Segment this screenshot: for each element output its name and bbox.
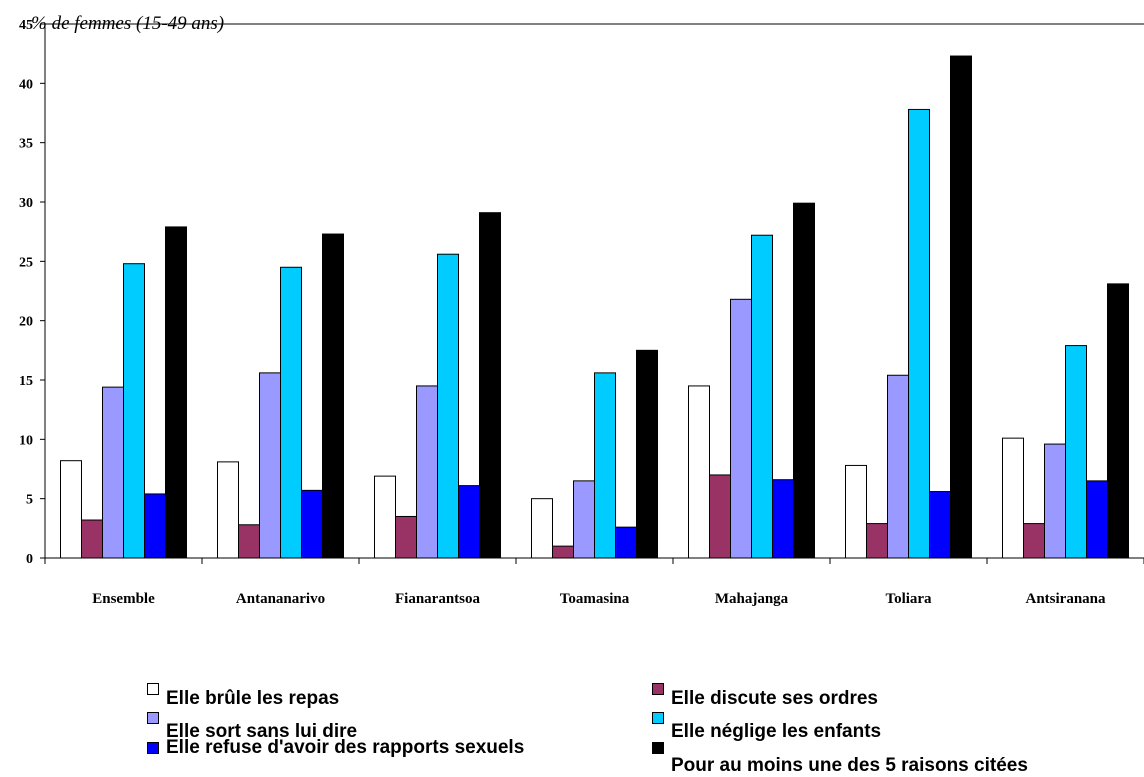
bar xyxy=(144,493,166,559)
bar xyxy=(950,55,972,559)
x-axis: Ensemble Antananarivo Fianarantsoa Toamasin… xyxy=(44,558,1144,607)
bar xyxy=(1086,480,1108,559)
bar xyxy=(709,474,731,559)
bar xyxy=(615,526,637,559)
bar xyxy=(793,202,815,559)
x-tick-label: Toamasina xyxy=(560,591,630,607)
bar xyxy=(416,385,438,559)
bars-group xyxy=(60,55,1129,559)
bar xyxy=(60,460,82,559)
y-tick-label: 15 xyxy=(19,374,33,389)
bar xyxy=(887,374,909,559)
bar xyxy=(1044,443,1066,559)
y-tick-label: 5 xyxy=(26,493,33,508)
bar xyxy=(479,212,501,559)
y-axis: 0 5 10 15 20 25 30 35 40 45 xyxy=(19,18,45,567)
bar xyxy=(1023,523,1045,559)
bar xyxy=(395,515,417,559)
bar xyxy=(636,349,658,559)
bar xyxy=(552,545,574,559)
bar xyxy=(1065,345,1087,559)
y-tick-label: 40 xyxy=(19,77,33,92)
bar xyxy=(845,464,867,559)
bar xyxy=(123,263,145,559)
bar xyxy=(217,461,239,559)
bar xyxy=(772,479,794,559)
bar xyxy=(165,226,187,559)
x-tick-label: Antananarivo xyxy=(236,591,325,607)
bar xyxy=(573,480,595,559)
x-tick-label: Fianarantsoa xyxy=(395,591,481,607)
y-tick-label: 25 xyxy=(19,255,33,270)
bar xyxy=(280,266,302,559)
bar xyxy=(1002,437,1024,559)
bar xyxy=(730,298,752,559)
bar xyxy=(594,372,616,559)
bar xyxy=(908,108,930,559)
bar xyxy=(374,475,396,559)
y-tick-label: 0 xyxy=(26,552,33,567)
bar xyxy=(437,253,459,559)
x-tick-label: Antsiranana xyxy=(1025,591,1106,607)
bar xyxy=(238,524,260,559)
x-tick-label: Mahajanga xyxy=(715,591,789,607)
y-tick-label: 30 xyxy=(19,196,33,211)
y-tick-label: 35 xyxy=(19,137,33,152)
bar xyxy=(866,523,888,559)
bar xyxy=(102,386,124,559)
y-tick-label: 10 xyxy=(19,433,33,448)
y-axis-label: % de femmes (15-49 ans) xyxy=(31,13,224,34)
bar xyxy=(458,485,480,559)
x-tick-label: Ensemble xyxy=(92,591,155,607)
bar xyxy=(301,489,323,559)
bar xyxy=(259,372,281,559)
y-tick-label: 20 xyxy=(19,315,33,330)
bar xyxy=(1107,283,1129,559)
bar xyxy=(751,234,773,559)
x-tick-label: Toliara xyxy=(885,591,932,607)
bar xyxy=(688,385,710,559)
y-tick-label: 45 xyxy=(19,18,33,33)
bar xyxy=(531,498,553,559)
bar xyxy=(929,491,951,559)
bar xyxy=(81,519,103,559)
bar xyxy=(322,233,344,559)
